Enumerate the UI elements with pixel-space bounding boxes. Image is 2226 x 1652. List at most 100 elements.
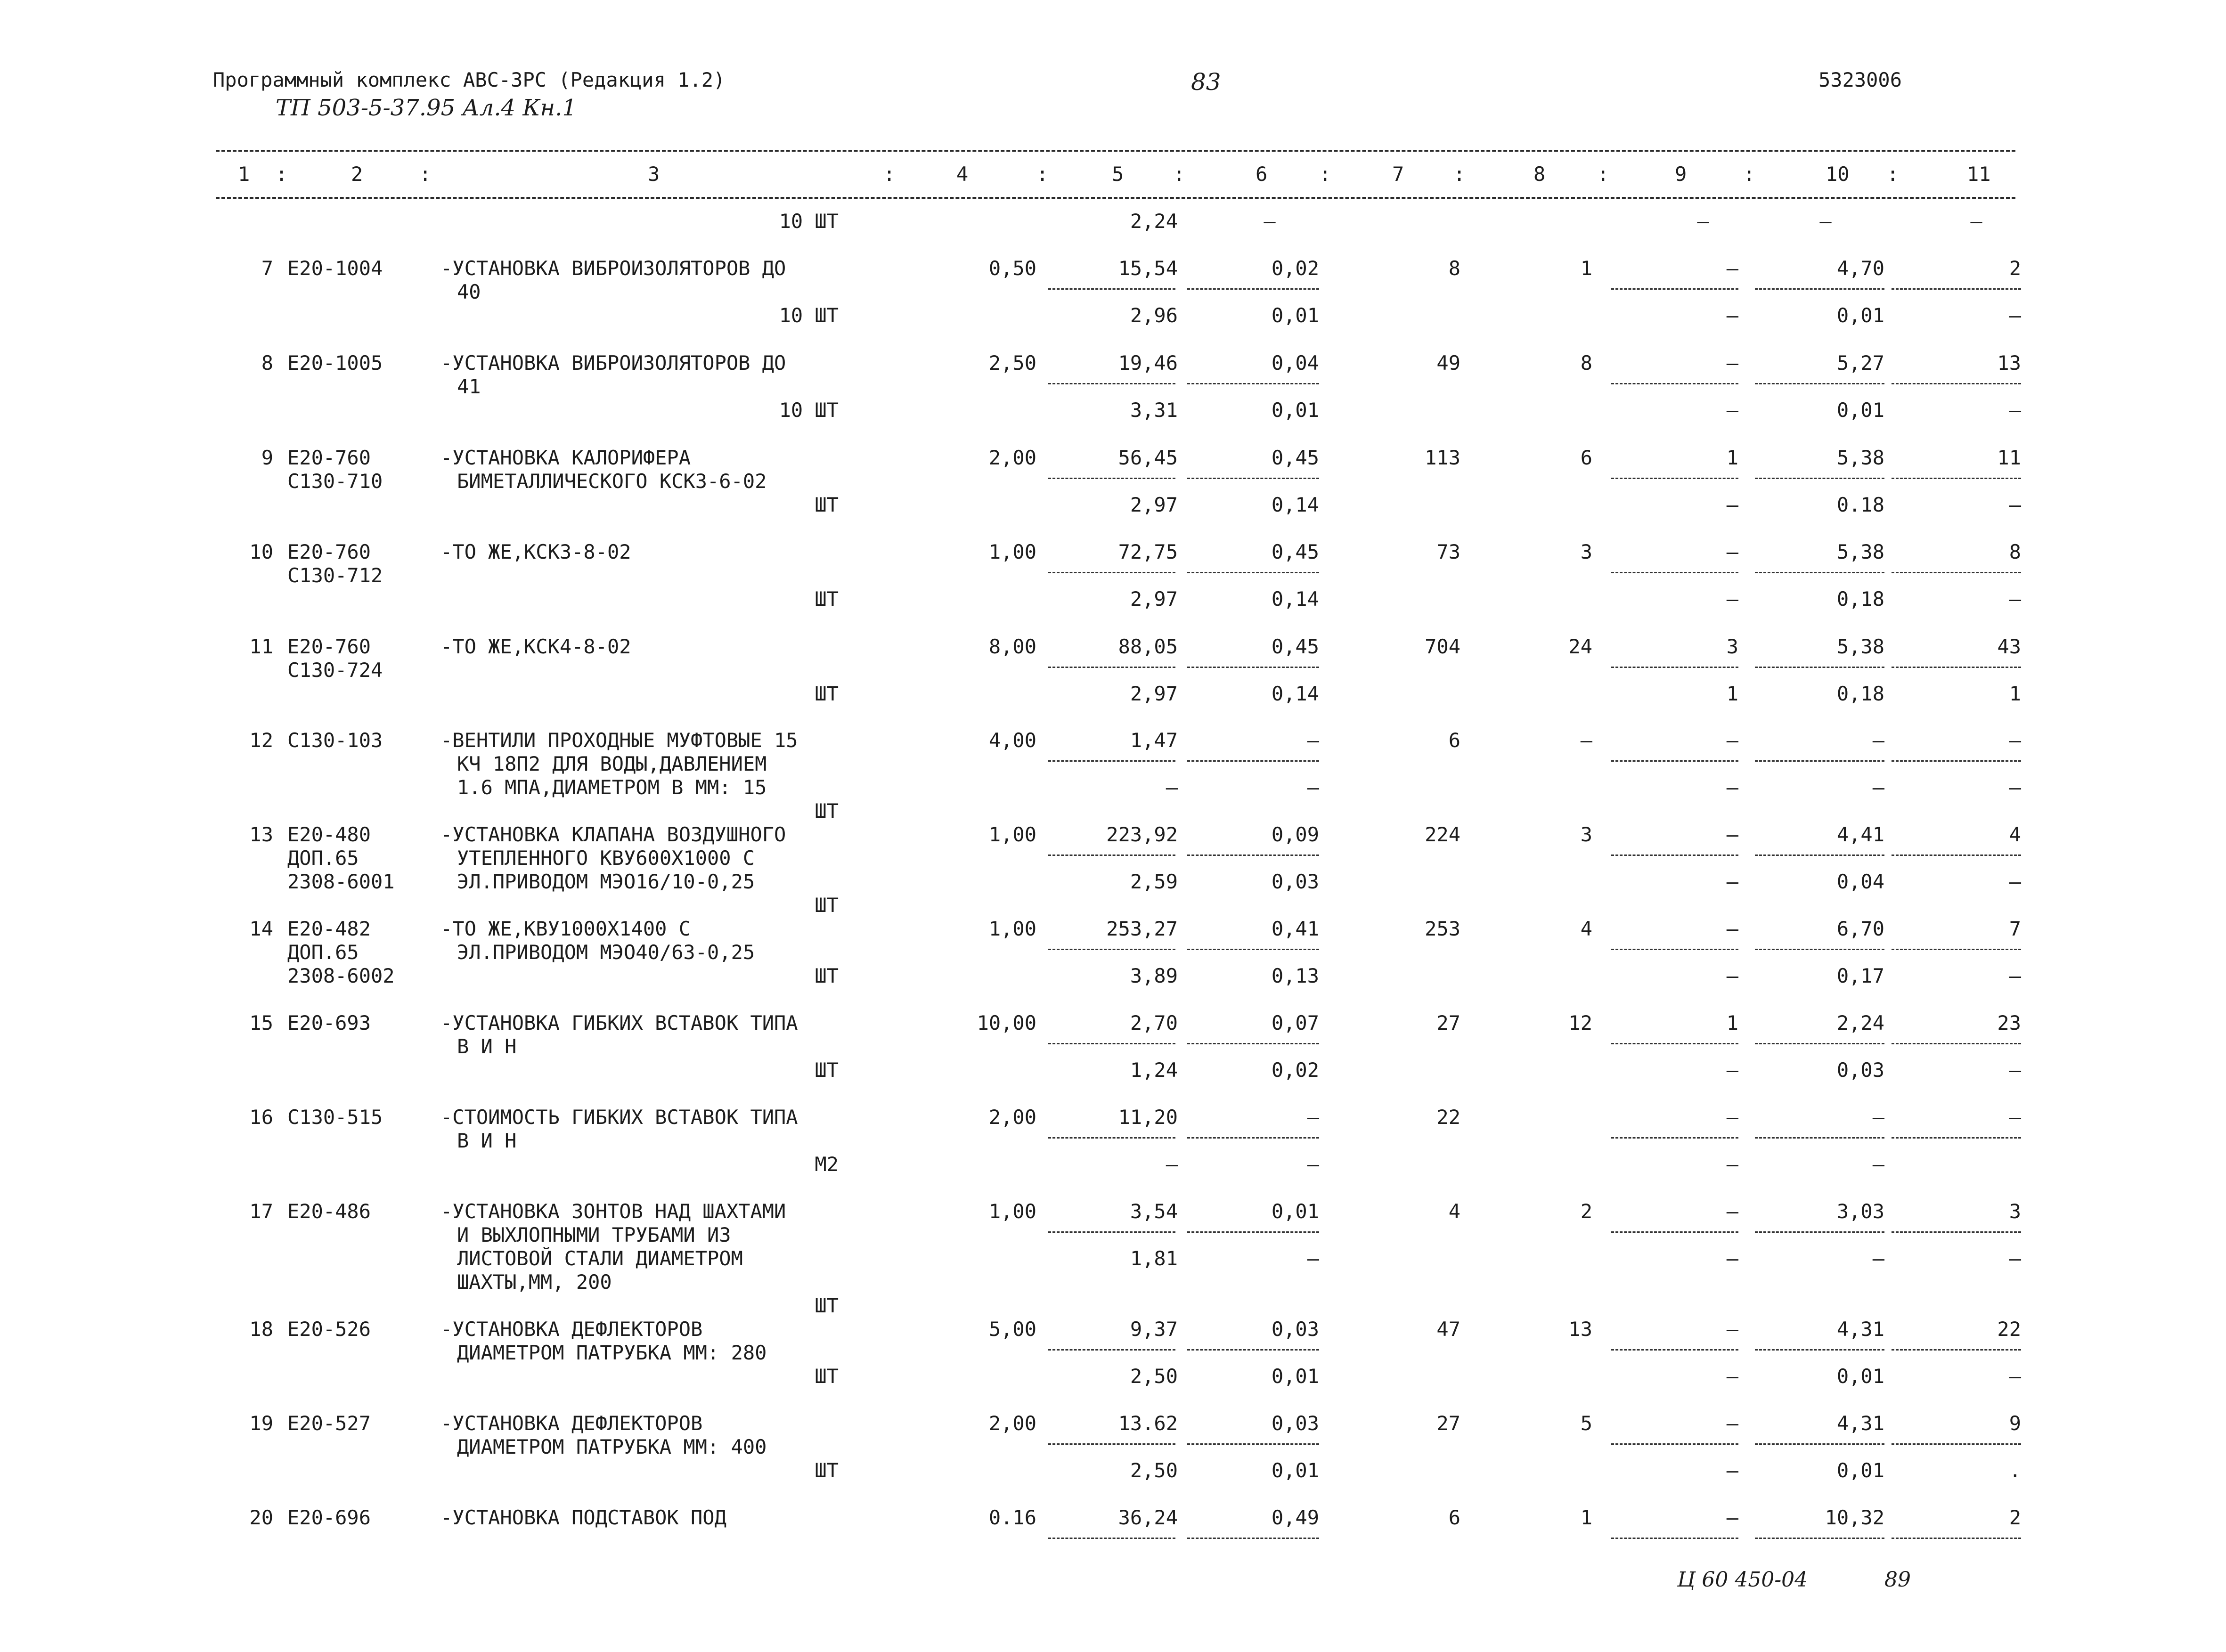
fraction-line (1755, 760, 1884, 762)
fraction-line (1187, 949, 1319, 950)
unit-cost-wages: 3,89 (1130, 964, 1178, 987)
unit-cost-wages: 1,81 (1130, 1247, 1178, 1270)
rate-code: Е20-482 (287, 917, 371, 940)
row-number: 15 (249, 1011, 273, 1034)
total-machine-cost: – (1726, 823, 1738, 846)
fraction-line (1048, 383, 1175, 384)
work-description: 1.6 МПА,ДИАМЕТРОМ В ММ: 15 (457, 776, 767, 799)
fraction-line (1611, 1231, 1738, 1233)
unit-cost-wages: 2,97 (1130, 682, 1178, 705)
unit-machine-wages: 0,14 (1271, 587, 1319, 610)
fraction-line (1048, 949, 1175, 950)
fraction-line (1611, 949, 1738, 950)
document-code: 5323006 (1818, 68, 1902, 91)
column-header-4: 4 (956, 163, 969, 186)
total-machine-cost: – (1726, 729, 1738, 752)
unit-machine-wages: 0,13 (1271, 964, 1319, 987)
quantity: 2,00 (988, 446, 1036, 469)
unit-machine-cost: 0,01 (1271, 1200, 1319, 1223)
total-machine-cost: – (1726, 917, 1738, 940)
unit-machine-cost: 0,02 (1271, 257, 1319, 280)
fraction-line (1187, 572, 1319, 573)
total-machine-wages: – (1726, 964, 1738, 987)
work-description: 40 (457, 280, 481, 303)
row-number: 14 (249, 917, 273, 940)
fraction-line (1187, 760, 1319, 762)
work-description: КЧ 18П2 ДЛЯ ВОДЫ,ДАВЛЕНИЕМ (457, 752, 767, 775)
fraction-line (1048, 1043, 1175, 1044)
work-description: -ТО ЖЕ,КСК4-8-02 (440, 635, 631, 658)
quantity: 2,50 (988, 351, 1036, 374)
rate-code: 2308-6002 (287, 964, 395, 987)
fraction-line (1892, 1231, 2021, 1233)
labor-per-unit-machinists: 0,01 (1836, 304, 1884, 327)
labor-total-machinists: – (2009, 1247, 2021, 1270)
fraction-line (1892, 572, 2021, 573)
total-wages: – (1580, 729, 1592, 752)
fraction-line (1611, 1137, 1738, 1139)
quantity: 1,00 (988, 917, 1036, 940)
work-description: И ВЫХЛОПНЫМИ ТРУБАМИ ИЗ (457, 1223, 731, 1246)
rate-code: ДОП.65 (287, 941, 359, 964)
carry-unit: 10 ШТ (779, 210, 839, 233)
unit-machine-cost: 0,07 (1271, 1011, 1319, 1034)
unit-cost-wages: 1,24 (1130, 1058, 1178, 1082)
labor-total: 43 (1997, 635, 2021, 658)
fraction-line (1892, 1443, 2021, 1445)
fraction-line (1755, 1538, 1884, 1539)
labor-total-machinists: – (2009, 776, 2021, 799)
rate-code: Е20-526 (287, 1318, 371, 1341)
carry-col10: – (1819, 210, 1832, 233)
fraction-line (1611, 478, 1738, 479)
fraction-line (1611, 572, 1738, 573)
row-number: 17 (249, 1200, 273, 1223)
fraction-line (1892, 667, 2021, 668)
column-header-7: 7 (1392, 163, 1404, 186)
total-cost: 27 (1436, 1011, 1460, 1034)
labor-per-unit: 5,38 (1836, 446, 1884, 469)
unit-machine-cost: – (1307, 1106, 1319, 1129)
unit-cost: 15,54 (1118, 257, 1178, 280)
unit-of-measure: ШТ (815, 964, 839, 987)
fraction-line (1892, 1043, 2021, 1044)
labor-per-unit-machinists: 0,18 (1836, 682, 1884, 705)
work-description: -УСТАНОВКА ДЕФЛЕКТОРОВ (440, 1318, 703, 1341)
column-header-9: 9 (1675, 163, 1687, 186)
work-description: -УСТАНОВКА КЛАПАНА ВОЗДУШНОГО (440, 823, 786, 846)
work-description: ЭЛ.ПРИВОДОМ МЭО40/63-0,25 (457, 941, 755, 964)
unit-of-measure: 10 ШТ (779, 399, 839, 422)
fraction-line (1048, 572, 1175, 573)
total-wages: 3 (1580, 823, 1592, 846)
total-machine-wages: – (1726, 1153, 1738, 1176)
unit-machine-wages: 0,14 (1271, 682, 1319, 705)
unit-cost: 19,46 (1118, 351, 1178, 374)
row-number: 11 (249, 635, 273, 658)
work-description: -ТО ЖЕ,КСК3-8-02 (440, 540, 631, 563)
fraction-line (1755, 854, 1884, 856)
unit-cost: 36,24 (1118, 1506, 1178, 1529)
fraction-line (1892, 383, 2021, 384)
labor-total-machinists: – (2009, 587, 2021, 610)
fraction-line (1048, 760, 1175, 762)
total-cost: 73 (1436, 540, 1460, 563)
unit-of-measure: ШТ (815, 587, 839, 610)
total-cost: 49 (1436, 351, 1460, 374)
total-machine-wages: – (1726, 1247, 1738, 1270)
total-cost: 27 (1436, 1412, 1460, 1435)
total-machine-wages: – (1726, 1365, 1738, 1388)
column-separator: : (1597, 163, 1609, 186)
labor-total-machinists: – (2009, 1365, 2021, 1388)
column-header-2: 2 (351, 163, 363, 186)
total-machine-wages: – (1726, 776, 1738, 799)
work-description: 41 (457, 375, 481, 398)
fraction-line (1187, 667, 1319, 668)
column-header-10: 10 (1826, 163, 1850, 186)
carry-col6: – (1264, 210, 1276, 233)
unit-machine-wages: 0,03 (1271, 870, 1319, 893)
unit-cost-wages: – (1166, 776, 1178, 799)
labor-per-unit: – (1872, 729, 1884, 752)
rate-code: Е20-1005 (287, 351, 383, 374)
rate-code: Е20-527 (287, 1412, 371, 1435)
fraction-line (1755, 1349, 1884, 1351)
